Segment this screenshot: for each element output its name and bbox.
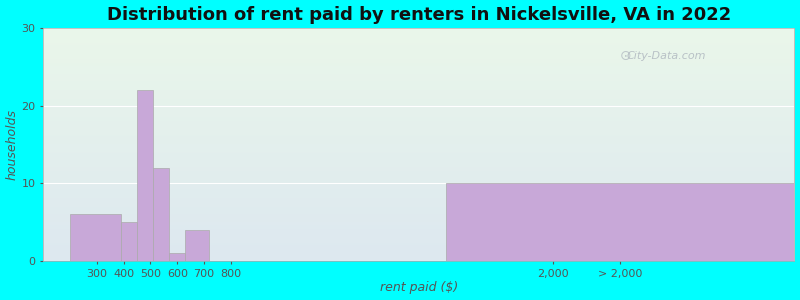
- Bar: [153, 168, 170, 261]
- Bar: [121, 222, 137, 261]
- Text: City-Data.com: City-Data.com: [627, 51, 706, 61]
- Bar: [446, 183, 794, 261]
- Y-axis label: households: households: [6, 109, 18, 180]
- Bar: [70, 214, 121, 261]
- Title: Distribution of rent paid by renters in Nickelsville, VA in 2022: Distribution of rent paid by renters in …: [106, 6, 731, 24]
- X-axis label: rent paid ($): rent paid ($): [380, 281, 458, 294]
- Bar: [186, 230, 210, 261]
- Bar: [170, 253, 186, 261]
- Text: ⊙: ⊙: [619, 49, 631, 63]
- Bar: [137, 90, 153, 261]
